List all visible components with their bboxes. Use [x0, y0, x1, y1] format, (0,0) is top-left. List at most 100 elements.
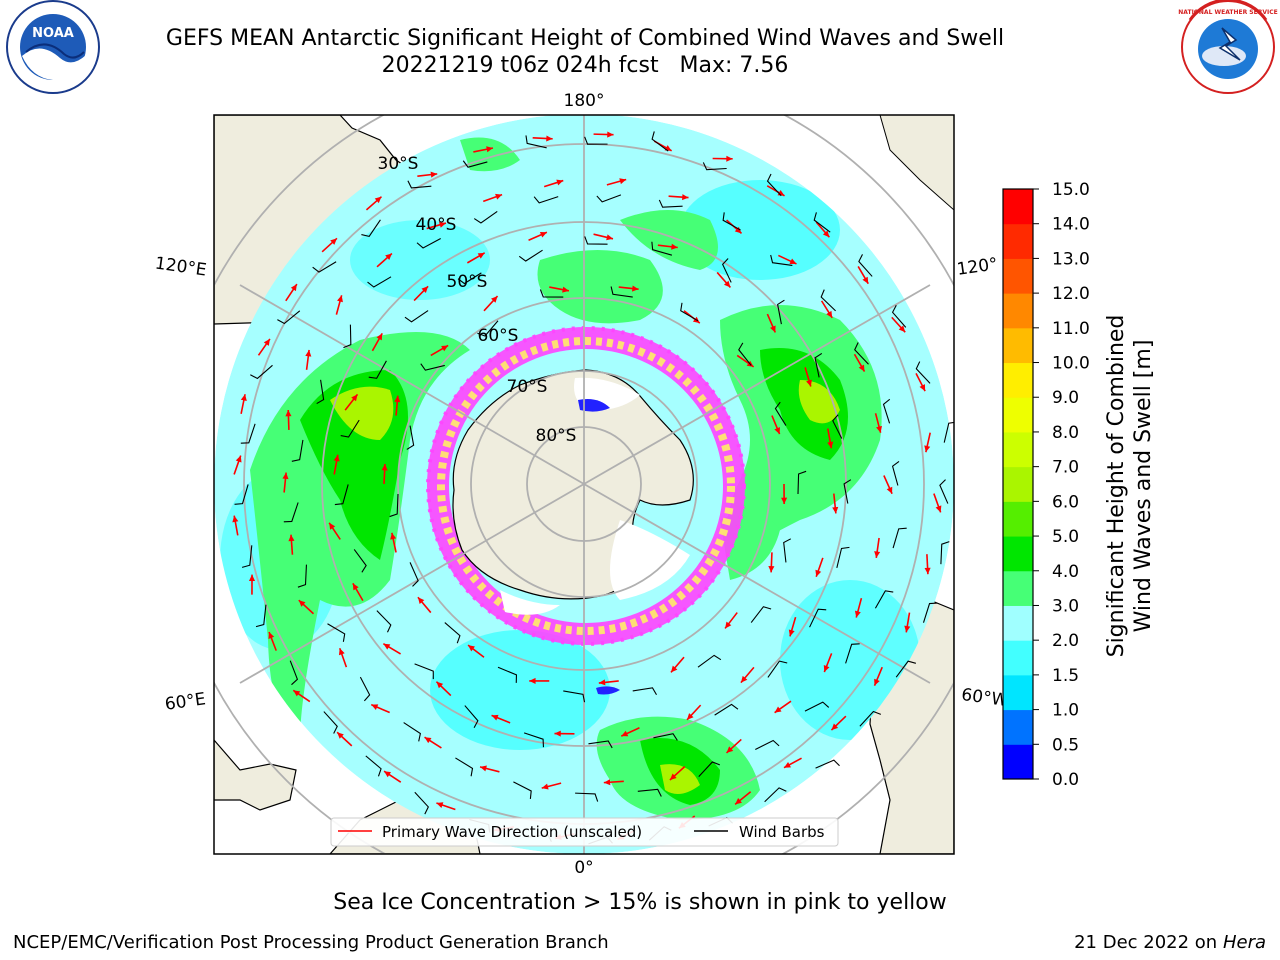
wave-arrow-head	[333, 454, 340, 462]
wind-barb	[477, 320, 499, 337]
wave-arrow-head	[806, 379, 812, 387]
wind-barb	[832, 414, 843, 439]
wave-arrow-head	[439, 221, 446, 228]
wave-arrow-head	[832, 506, 839, 514]
colorbar-segment	[1003, 640, 1033, 676]
wave-arrow-head	[480, 765, 487, 772]
legend-barb-label: Wind Barbs	[739, 823, 825, 841]
colorbar-segment	[1003, 362, 1033, 398]
wave-arrow-head	[305, 349, 312, 357]
wind-barb	[584, 236, 608, 245]
wind-barb	[584, 136, 608, 145]
wave-arrow-head	[740, 675, 748, 683]
wind-barb	[523, 732, 545, 748]
colorbar-frame	[1002, 188, 1034, 780]
wind-barb	[420, 363, 445, 371]
wind-barb	[234, 484, 249, 505]
colorbar-tick-label: 2.0	[1052, 631, 1079, 651]
wind-barb	[814, 352, 823, 378]
lat-label-70s: 70°S	[507, 377, 548, 397]
wind-barb	[409, 562, 419, 587]
noaa-logo: NOAA	[6, 0, 100, 94]
wave-arrow-head	[876, 425, 882, 433]
colorbar-tick-label: 11.0	[1052, 319, 1090, 339]
colorbar-segment	[1003, 674, 1033, 711]
wave-arrow-head	[436, 802, 444, 808]
wind-barb	[497, 666, 518, 683]
wind-barb	[915, 361, 931, 384]
wind-barb	[340, 419, 360, 438]
wave-arrow-head	[619, 178, 627, 185]
wave-arrow-head	[822, 230, 830, 238]
wave-arrow-head	[468, 645, 475, 652]
wave-arrow-head	[874, 678, 880, 686]
wind-barb	[895, 660, 917, 678]
wind-barb	[457, 272, 482, 285]
colorbar-tick-label: 9.0	[1052, 388, 1079, 408]
wind-barb	[843, 479, 852, 504]
wave-arrow-head	[621, 730, 629, 737]
noaa-logo-text: NOAA	[32, 26, 74, 41]
wind-barb	[539, 289, 564, 298]
wind-barb	[891, 461, 900, 486]
colorbar-segment	[1003, 189, 1033, 225]
colorbar-tick-label: 10.0	[1052, 354, 1090, 374]
wind-barb	[367, 276, 392, 288]
wave-arrow-head	[351, 394, 358, 402]
wave-arrow-head	[598, 679, 606, 686]
wave-arrow-head	[285, 409, 292, 417]
colorbar-tick-label: 4.0	[1052, 562, 1079, 582]
wave-arrow-head	[337, 295, 343, 303]
wind-barb	[361, 219, 381, 237]
wind-barb	[809, 608, 827, 628]
wave-arrow-head	[788, 629, 795, 637]
wind-barb	[359, 676, 371, 702]
legend-wave-label: Primary Wave Direction (unscaled)	[382, 823, 642, 841]
wave-arrow-head	[477, 252, 485, 259]
wind-barb	[513, 781, 532, 799]
wind-barb	[820, 289, 836, 312]
lat-label-30s: 30°S	[378, 154, 419, 174]
colorbar-segment	[1003, 501, 1033, 537]
wave-arrow-head	[815, 569, 822, 577]
wave-arrow-head	[232, 515, 239, 523]
colorbar-segment	[1003, 570, 1033, 606]
wind-barb	[804, 701, 830, 712]
wind-barb	[575, 792, 599, 802]
title-line-2: 20221219 t06z 024h fcst Max: 7.56	[381, 53, 789, 78]
wind-barb	[533, 196, 559, 204]
wave-arrow-head	[823, 665, 830, 673]
wave-arrow-head	[827, 441, 834, 449]
wave-arrow-head	[781, 497, 788, 504]
lon-label-120w: 120°	[956, 254, 999, 280]
wave-arrow-head	[298, 600, 306, 607]
wave-arrow-head	[607, 131, 614, 138]
wave-arrow-head	[240, 394, 247, 402]
wind-barb	[702, 162, 727, 171]
wind-barb	[289, 660, 299, 686]
wind-barb	[882, 398, 891, 424]
wave-arrow-head	[603, 779, 611, 786]
wave-arrow-head	[539, 231, 547, 238]
title-line-1: GEFS MEAN Antarctic Significant Height o…	[165, 26, 1005, 51]
wave-arrow-head	[898, 325, 906, 333]
wave-arrow-head	[831, 723, 839, 731]
wave-arrow-head	[734, 226, 742, 234]
wind-barb	[770, 254, 793, 267]
wind-barb	[854, 342, 869, 365]
wave-arrow-head	[430, 171, 438, 178]
wave-arrow-head	[385, 253, 392, 260]
wave-arrow-head	[541, 783, 549, 790]
wind-barb	[353, 549, 367, 573]
wind-barb	[323, 711, 338, 734]
wind-barb	[327, 623, 346, 642]
wind-barb	[277, 310, 301, 325]
wave-arrow-head	[904, 625, 911, 633]
colorbar-tick-label: 0.5	[1052, 735, 1079, 755]
colorbar: 0.0 0.5 1.0 1.5 2.0 3.0 4.0 5.0 6.0 7.0 8.0 9.0 10.0…	[1002, 180, 1090, 790]
wave-arrow-head	[725, 621, 732, 629]
colorbar-segment	[1003, 431, 1033, 468]
wave-arrow-head	[248, 574, 256, 581]
wave-arrow-head	[381, 464, 388, 471]
credit-text: NCEP/EMC/Verification Post Processing Pr…	[13, 932, 609, 953]
